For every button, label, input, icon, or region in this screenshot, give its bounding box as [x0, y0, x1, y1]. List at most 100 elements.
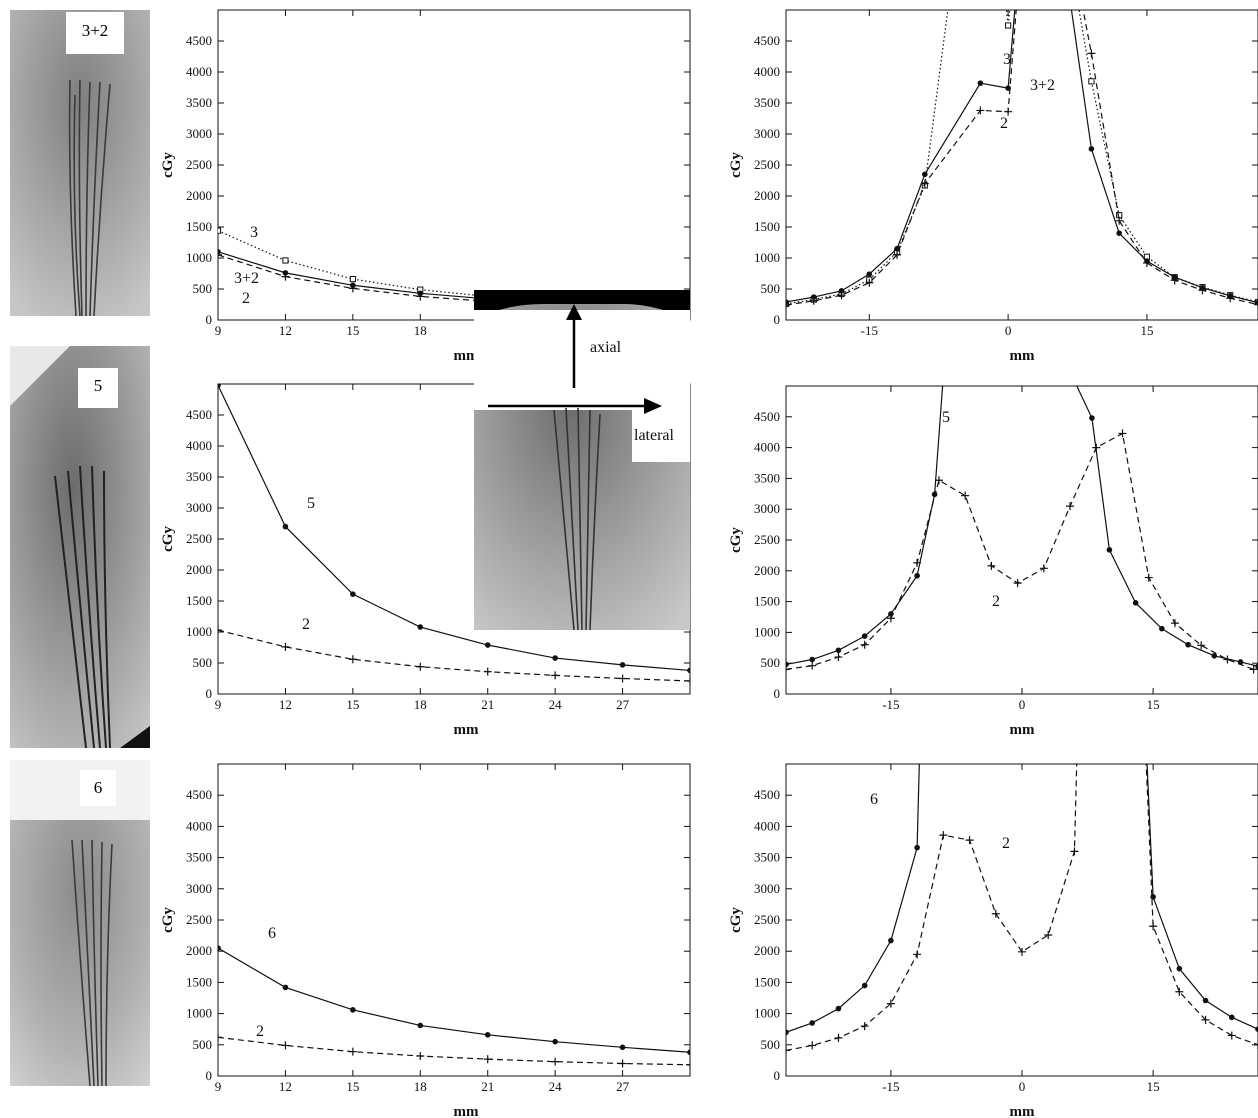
y-tick-label: 4000	[754, 440, 780, 455]
xray-image-1	[10, 10, 150, 316]
data-point	[1066, 502, 1075, 511]
data-point	[416, 1052, 425, 1061]
data-point	[348, 284, 357, 293]
xray-label-3: 6	[80, 770, 116, 806]
data-point	[348, 655, 357, 664]
data-point	[281, 272, 290, 281]
data-point	[808, 1041, 817, 1050]
series-2	[786, 10, 1258, 310]
series-line	[218, 629, 690, 682]
y-tick-label: 500	[193, 1037, 213, 1052]
data-point	[922, 171, 928, 178]
x-tick-label: 15	[1140, 323, 1153, 338]
xray-image-2	[10, 346, 150, 748]
y-tick-label: 2000	[186, 562, 212, 577]
data-point	[417, 1022, 424, 1029]
y-axis-label: cGy	[160, 526, 176, 552]
y-tick-label: 2500	[186, 157, 212, 172]
x-tick-label: 12	[279, 1079, 292, 1094]
data-point	[552, 655, 558, 661]
data-point	[1249, 665, 1258, 674]
series-line	[786, 432, 1254, 670]
data-point	[1089, 415, 1095, 421]
y-tick-label: 2500	[754, 157, 780, 172]
x-axis-label: mm	[454, 722, 479, 738]
data-point	[1092, 443, 1101, 452]
data-point	[914, 844, 920, 851]
series-5	[218, 384, 690, 674]
xray-label-2: 5	[78, 368, 118, 408]
y-tick-label: 3500	[186, 95, 212, 110]
series-line	[218, 1036, 690, 1066]
y-tick-label: 1000	[186, 250, 212, 265]
x-tick-label: 9	[215, 323, 222, 338]
data-point	[977, 80, 984, 86]
data-point	[687, 667, 690, 674]
y-tick-label: 4000	[754, 818, 780, 833]
y-tick-label: 4500	[754, 787, 780, 802]
y-tick-label: 1500	[754, 974, 780, 989]
y-tick-label: 4000	[186, 818, 212, 833]
data-point	[835, 1005, 842, 1012]
data-point	[786, 665, 790, 674]
series-line	[218, 230, 488, 298]
y-tick-label: 1500	[186, 219, 212, 234]
data-point	[1018, 947, 1026, 956]
data-point	[808, 661, 817, 670]
data-point	[1149, 922, 1158, 931]
x-tick-label: -15	[882, 1079, 899, 1094]
curve-label: 2	[256, 1023, 264, 1040]
y-tick-label: 1500	[754, 594, 780, 609]
data-point	[218, 384, 221, 389]
data-point	[218, 1033, 222, 1042]
data-point	[619, 662, 626, 668]
x-tick-label: 15	[346, 697, 359, 712]
y-axis-label: cGy	[728, 527, 744, 553]
data-point	[786, 1029, 789, 1036]
x-tick-label: 0	[1019, 697, 1026, 712]
data-point	[483, 1055, 492, 1064]
y-tick-label: 500	[761, 1037, 781, 1052]
data-point	[1159, 625, 1165, 632]
data-point	[920, 179, 929, 188]
data-point	[1176, 965, 1183, 972]
data-point	[1170, 276, 1179, 285]
x-tick-label: 15	[346, 323, 359, 338]
data-point	[838, 288, 845, 294]
data-point	[1088, 78, 1095, 85]
lateral-dose-chart-top: 0 500 1000 1500 2000 2500 3000 3500 4000 4500 -15 0…	[728, 9, 1258, 364]
data-point	[786, 301, 790, 310]
data-point	[809, 656, 816, 663]
x-tick-label: 21	[481, 697, 494, 712]
data-point	[1197, 641, 1206, 650]
data-point	[1118, 429, 1127, 438]
data-point	[1201, 1015, 1210, 1024]
data-point	[886, 614, 895, 623]
series-line	[786, 10, 1258, 305]
data-point	[484, 1032, 491, 1038]
data-point	[218, 227, 222, 234]
y-tick-label: 2500	[754, 532, 780, 547]
y-tick-label: 4500	[186, 787, 212, 802]
data-point	[618, 1059, 627, 1068]
xray-image-3	[10, 760, 150, 1086]
data-point	[350, 1007, 356, 1013]
data-point	[218, 626, 222, 635]
y-axis-label: cGy	[728, 907, 744, 933]
y-tick-label: 1000	[754, 1006, 780, 1021]
series-2	[786, 429, 1258, 674]
x-tick-label: -15	[861, 323, 878, 338]
series-6	[786, 764, 1258, 1036]
curve-label: 6	[870, 791, 878, 808]
data-point	[1227, 1031, 1236, 1040]
data-point	[1150, 894, 1156, 900]
data-point	[786, 661, 789, 668]
axial-dose-chart-bottom: 0 500 1000 1500 2000 2500 3000 3500 4000 4500 9 12 1…	[160, 763, 691, 1118]
data-point	[552, 1038, 558, 1045]
y-tick-label: 3000	[754, 881, 780, 896]
x-tick-label: 18	[414, 323, 427, 338]
data-point	[686, 1060, 690, 1069]
data-point	[349, 275, 356, 283]
data-point	[218, 249, 221, 255]
y-tick-label: 3000	[186, 881, 212, 896]
